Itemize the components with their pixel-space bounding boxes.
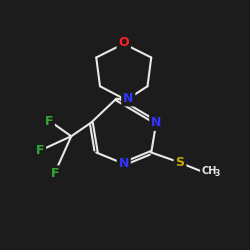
Text: O: O (118, 36, 129, 49)
Text: N: N (118, 157, 129, 170)
Text: N: N (123, 92, 134, 104)
Text: F: F (51, 167, 59, 180)
Text: F: F (36, 144, 44, 156)
Text: 3: 3 (214, 169, 220, 178)
Text: S: S (176, 156, 184, 169)
Text: CH: CH (201, 166, 216, 176)
Text: F: F (44, 115, 53, 128)
Text: N: N (151, 116, 162, 129)
